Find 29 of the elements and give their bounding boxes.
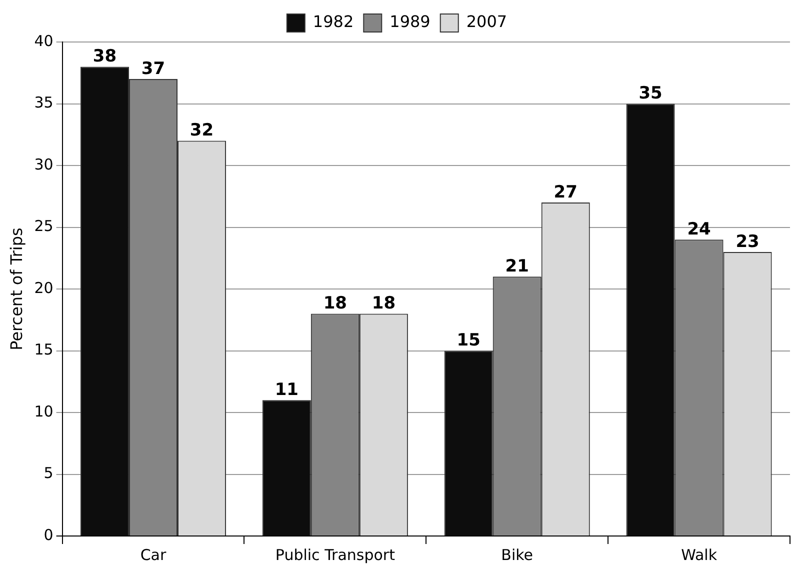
data-label: 18	[323, 294, 348, 314]
y-tick-label: 20	[34, 278, 54, 297]
data-label: 32	[190, 120, 214, 141]
x-tick-label: Bike	[501, 546, 534, 564]
data-label: 38	[92, 46, 117, 67]
y-tick-label: 10	[34, 402, 54, 420]
legend-label: 1982	[312, 12, 354, 32]
x-tick-label: Car	[140, 546, 167, 564]
legend-label: 1989	[390, 12, 430, 32]
x-tick-label: Public Transport	[275, 546, 396, 564]
data-label: 23	[736, 232, 760, 252]
data-label: 18	[372, 294, 396, 314]
y-tick-label: 30	[34, 155, 54, 174]
y-tick-label: 0	[44, 526, 54, 544]
y-axis-title: Percent of Trips	[6, 228, 26, 350]
data-label: 21	[505, 256, 529, 277]
x-tick-label: Walk	[681, 546, 718, 564]
y-tick-label: 40	[34, 32, 54, 50]
y-tick-label: 5	[44, 464, 54, 482]
data-label: 15	[456, 330, 480, 351]
data-label: 24	[687, 220, 712, 240]
data-label: 27	[554, 182, 578, 202]
y-tick-label: 35	[34, 94, 54, 112]
legend-label: 2007	[466, 12, 508, 32]
data-label: 11	[274, 380, 298, 400]
data-label: 35	[638, 84, 662, 104]
data-label: 37	[141, 58, 166, 79]
y-tick-label: 15	[34, 340, 54, 359]
y-tick-label: 25	[34, 217, 54, 236]
